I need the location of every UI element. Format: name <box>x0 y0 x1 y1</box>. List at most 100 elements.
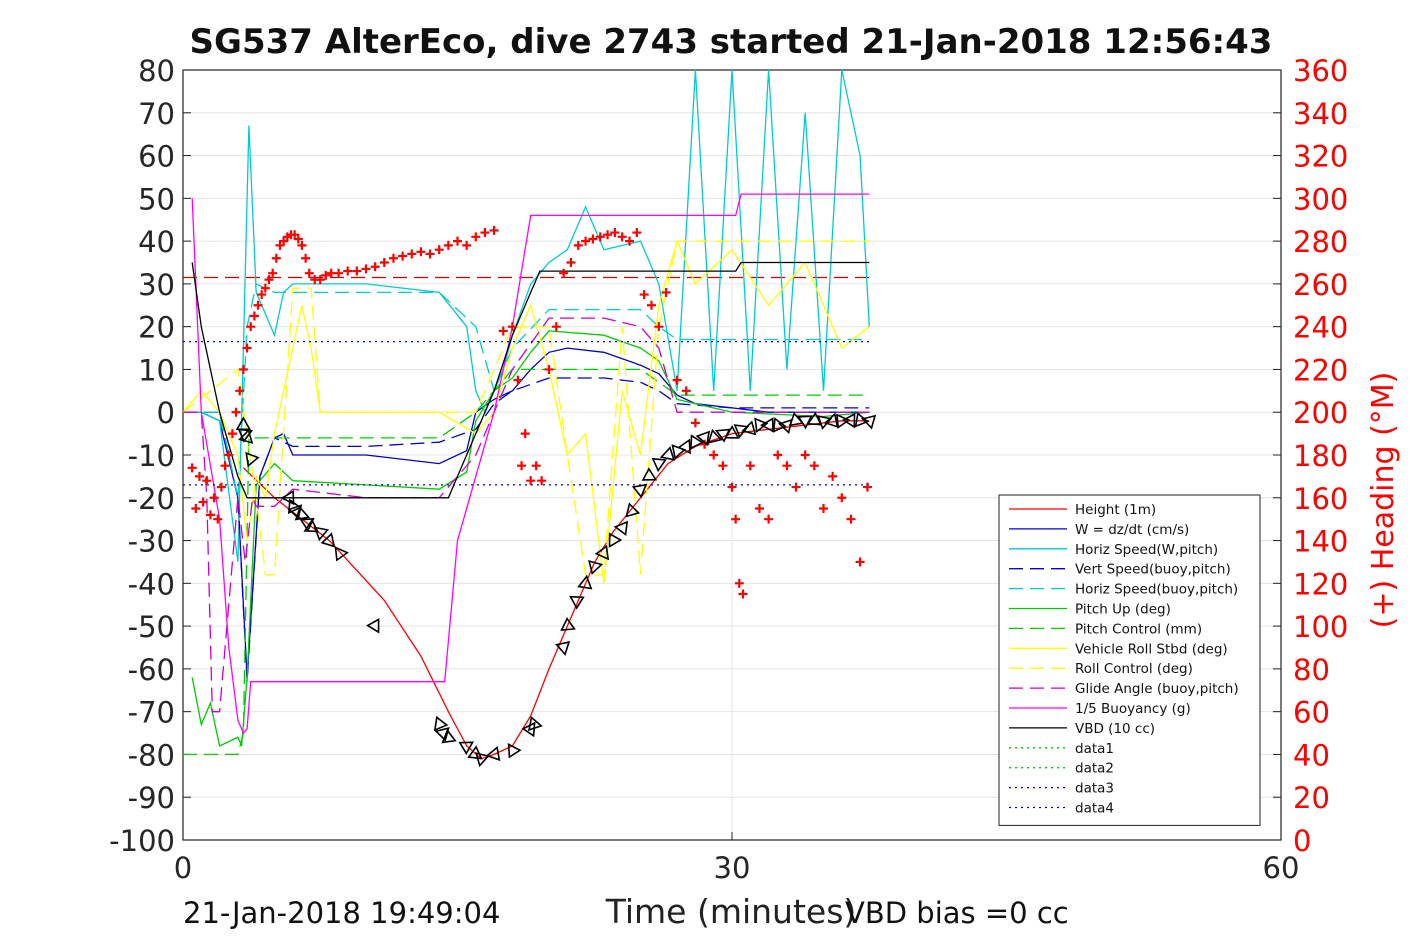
y-tick-label: 20 <box>138 311 175 345</box>
heading-point <box>764 514 774 524</box>
depth-marker <box>235 416 252 431</box>
heading-point <box>235 386 245 396</box>
depth-marker <box>245 451 260 468</box>
heading-point <box>610 228 620 238</box>
depth-marker <box>659 446 676 461</box>
heading-point <box>334 268 344 278</box>
triangle-markers <box>235 411 877 768</box>
axis-ticks: 80706050403020100-10-20-30-40-50-60-70-8… <box>109 54 1348 885</box>
heading-point <box>315 275 325 285</box>
depth-marker <box>238 428 254 444</box>
heading-point <box>462 240 472 250</box>
depth-marker <box>608 532 623 549</box>
heading-point <box>434 245 444 255</box>
heading-point <box>581 236 591 246</box>
depth-marker <box>690 434 705 450</box>
depth-marker <box>854 412 870 428</box>
heading-point <box>257 290 267 300</box>
legend-label: Pitch Control (mm) <box>1075 621 1202 637</box>
y-tick-label: -30 <box>128 525 175 559</box>
y-tick-label: -40 <box>128 567 175 601</box>
heading-point <box>253 300 263 310</box>
depth-marker <box>651 457 667 473</box>
legend-label: 1/5 Buoyancy (g) <box>1075 701 1191 717</box>
heading-point <box>754 503 764 513</box>
series-line <box>183 368 870 756</box>
y-tick-label: -80 <box>128 738 175 772</box>
series-line <box>191 330 870 747</box>
depth-marker <box>772 417 787 433</box>
y2-tick-label: 0 <box>1293 824 1311 858</box>
depth-marker <box>631 483 648 499</box>
heading-point <box>544 364 554 374</box>
heading-point <box>416 247 426 257</box>
depth-marker <box>836 413 851 429</box>
legend-label: data3 <box>1075 781 1114 797</box>
heading-point <box>209 493 219 503</box>
depth-marker <box>433 715 449 732</box>
heading-point <box>526 476 536 486</box>
y2-tick-label: 120 <box>1293 567 1348 601</box>
heading-point <box>220 461 230 471</box>
y2-tick-label: 200 <box>1293 396 1348 430</box>
y2-tick-label: 180 <box>1293 439 1348 473</box>
heading-point <box>297 240 307 250</box>
heading-point <box>425 249 435 259</box>
y-tick-label: 10 <box>138 353 175 387</box>
heading-point <box>531 461 541 471</box>
depth-marker <box>521 721 536 738</box>
heading-point <box>489 225 499 235</box>
y2-tick-label: 160 <box>1293 482 1348 516</box>
x-tick-label: 60 <box>1263 851 1300 885</box>
heading-point <box>551 322 561 332</box>
series-line <box>182 240 870 576</box>
depth-marker <box>294 506 311 521</box>
y-tick-label: 60 <box>138 140 175 174</box>
heading-point <box>249 311 259 321</box>
depth-marker <box>287 498 302 515</box>
depth-marker <box>741 420 757 436</box>
y-tick-label: 50 <box>138 182 175 216</box>
chart-title: SG537 AlterEco, dive 2743 started 21-Jan… <box>190 22 1273 62</box>
heading-point <box>709 450 719 460</box>
y2-tick-label: 140 <box>1293 525 1348 559</box>
heading-point <box>352 266 362 276</box>
footer-vbd-bias: VBD bias =0 cc <box>845 896 1069 930</box>
depth-marker <box>860 414 877 430</box>
y2-tick-label: 100 <box>1293 610 1348 644</box>
series-line <box>183 69 870 562</box>
depth-marker <box>507 742 522 759</box>
heading-point <box>837 493 847 503</box>
heading-point <box>595 232 605 242</box>
depth-marker <box>777 418 793 434</box>
depth-marker <box>754 417 769 434</box>
heading-point <box>471 232 481 242</box>
series-line <box>183 317 870 713</box>
heading-point <box>734 578 744 588</box>
heading-point <box>513 375 523 385</box>
depth-marker <box>485 746 501 762</box>
heading-point <box>566 258 576 267</box>
depth-marker <box>474 752 490 768</box>
depth-marker <box>280 489 295 506</box>
series-line <box>191 261 870 499</box>
series-line <box>191 193 870 735</box>
footer-timestamp: 21-Jan-2018 19:49:04 <box>183 896 501 930</box>
heading-point <box>520 429 530 439</box>
depth-marker <box>555 641 571 656</box>
y2-tick-label: 80 <box>1293 653 1330 687</box>
legend-label: VBD (10 cc) <box>1075 721 1155 737</box>
heading-point <box>216 482 226 492</box>
heading-point <box>846 514 856 524</box>
legend-label: Horiz Speed(buoy,pitch) <box>1075 582 1238 598</box>
heading-point <box>361 264 371 274</box>
heading-point <box>268 268 278 278</box>
depth-marker <box>788 411 805 427</box>
legend-label: Glide Angle (buoy,pitch) <box>1075 681 1239 697</box>
y-tick-label: 0 <box>157 396 175 430</box>
y-tick-label: 30 <box>138 268 175 302</box>
legend-label: Height (1m) <box>1075 502 1156 518</box>
heading-point <box>731 514 741 524</box>
heading-point <box>242 343 252 353</box>
